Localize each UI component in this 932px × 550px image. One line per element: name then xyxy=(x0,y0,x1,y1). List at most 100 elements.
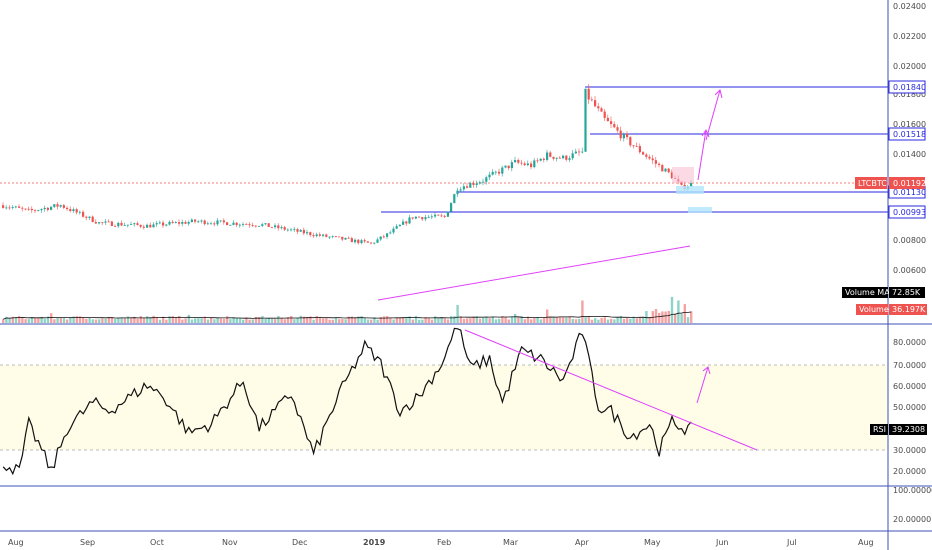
volume-bar xyxy=(280,317,283,323)
volume-bar xyxy=(306,317,309,323)
candle-body xyxy=(594,100,597,107)
time-tick: Mar xyxy=(503,538,519,547)
volume-bar xyxy=(123,317,126,323)
candle-body xyxy=(261,224,264,226)
candle-body xyxy=(453,194,456,204)
candle-body xyxy=(523,163,526,166)
volume-bar xyxy=(296,317,299,323)
candle-body xyxy=(517,160,520,163)
volume-bar xyxy=(382,316,386,323)
candle-body xyxy=(488,174,491,178)
volume-bar xyxy=(56,317,59,323)
candle-body xyxy=(424,217,427,220)
candle-body xyxy=(338,236,341,238)
candle-body xyxy=(219,220,222,222)
volume-bar xyxy=(584,316,587,323)
candle-body xyxy=(558,157,561,159)
level-label-01840: 0.01840 xyxy=(893,83,926,92)
rsi-tick: 50.0000 xyxy=(893,403,926,412)
volume-ma-label: Volume MA xyxy=(845,288,890,297)
rsi-tick: 30.0000 xyxy=(893,446,926,455)
volume-bar xyxy=(222,319,226,323)
volume-bar xyxy=(72,316,75,323)
rsi-tick: 60.0000 xyxy=(893,382,926,391)
candle-body xyxy=(680,181,683,185)
candle-body xyxy=(216,220,219,225)
volume-bar xyxy=(376,319,379,323)
candle-body xyxy=(440,215,443,217)
candle-body xyxy=(88,216,91,218)
price-tick: 0.01800 xyxy=(893,90,926,99)
candle-body xyxy=(277,225,280,229)
time-tick: Oct xyxy=(150,538,164,547)
candle-body xyxy=(437,214,440,216)
candle-body xyxy=(645,154,648,157)
candle-body xyxy=(552,156,555,159)
candle-body xyxy=(411,217,414,219)
candle-body xyxy=(245,223,248,225)
candle-body xyxy=(210,223,213,225)
volume-bar xyxy=(536,317,539,323)
volume-bar xyxy=(206,319,210,323)
volume-bar xyxy=(277,315,280,323)
volume-bar xyxy=(469,318,472,323)
candle-body xyxy=(5,207,8,209)
volume-bar xyxy=(50,313,53,323)
volume-bar xyxy=(379,317,382,323)
volume-bar xyxy=(459,316,462,323)
volume-bar xyxy=(325,318,328,323)
candle-body xyxy=(402,221,405,225)
candle-body xyxy=(168,221,171,225)
candle-body xyxy=(258,225,261,227)
volume-bar xyxy=(661,311,664,323)
candle-body xyxy=(354,239,357,243)
price-tag-bg xyxy=(889,177,925,189)
candle-body xyxy=(34,210,37,211)
price-tick: 0.00800 xyxy=(893,236,926,245)
volume-bar xyxy=(635,318,638,323)
volume-bar xyxy=(24,319,27,323)
candle-body xyxy=(286,229,289,231)
volume-bar xyxy=(446,319,450,323)
candle-body xyxy=(136,223,139,225)
candle-body xyxy=(363,240,366,242)
consolidation-box xyxy=(672,167,694,183)
volume-bar xyxy=(360,316,363,323)
candle-body xyxy=(357,239,360,244)
volume-bar xyxy=(594,318,597,323)
candle-body xyxy=(94,221,97,224)
volume-bar xyxy=(91,319,94,323)
candle-body xyxy=(526,163,529,166)
volume-bar xyxy=(619,316,622,323)
volume-bar xyxy=(219,318,222,323)
volume-bar xyxy=(626,318,629,323)
candle-body xyxy=(69,209,72,212)
candle-body xyxy=(555,157,558,159)
price-axis: 0.02400 0.02200 0.02000 0.01800 0.01600 … xyxy=(893,2,926,275)
candle-body xyxy=(482,181,485,183)
volume-bar xyxy=(392,319,395,323)
rsi-label: RSI xyxy=(873,425,886,434)
volume-bar xyxy=(88,317,91,323)
volume-bar xyxy=(299,315,302,323)
candle-body xyxy=(667,168,670,173)
volume-bar xyxy=(421,319,424,323)
volume-bar xyxy=(155,317,158,323)
volume-bar xyxy=(466,318,469,323)
volume-value: 36.197K xyxy=(892,305,926,314)
candle-body xyxy=(40,209,43,211)
volume-bar xyxy=(603,317,606,323)
candle-body xyxy=(85,216,88,218)
volume-bar xyxy=(434,316,437,323)
candle-body xyxy=(328,236,331,238)
candle-body xyxy=(104,221,107,223)
candle-body xyxy=(434,214,437,217)
candle-body xyxy=(578,151,581,153)
level-label-01130: 0.01130 xyxy=(893,188,926,197)
volume-bar xyxy=(683,304,686,323)
volume-bar xyxy=(450,316,453,323)
candle-body xyxy=(622,133,625,139)
volume-bar xyxy=(440,317,443,323)
candle-body xyxy=(373,242,376,244)
volume-bar xyxy=(43,319,46,323)
